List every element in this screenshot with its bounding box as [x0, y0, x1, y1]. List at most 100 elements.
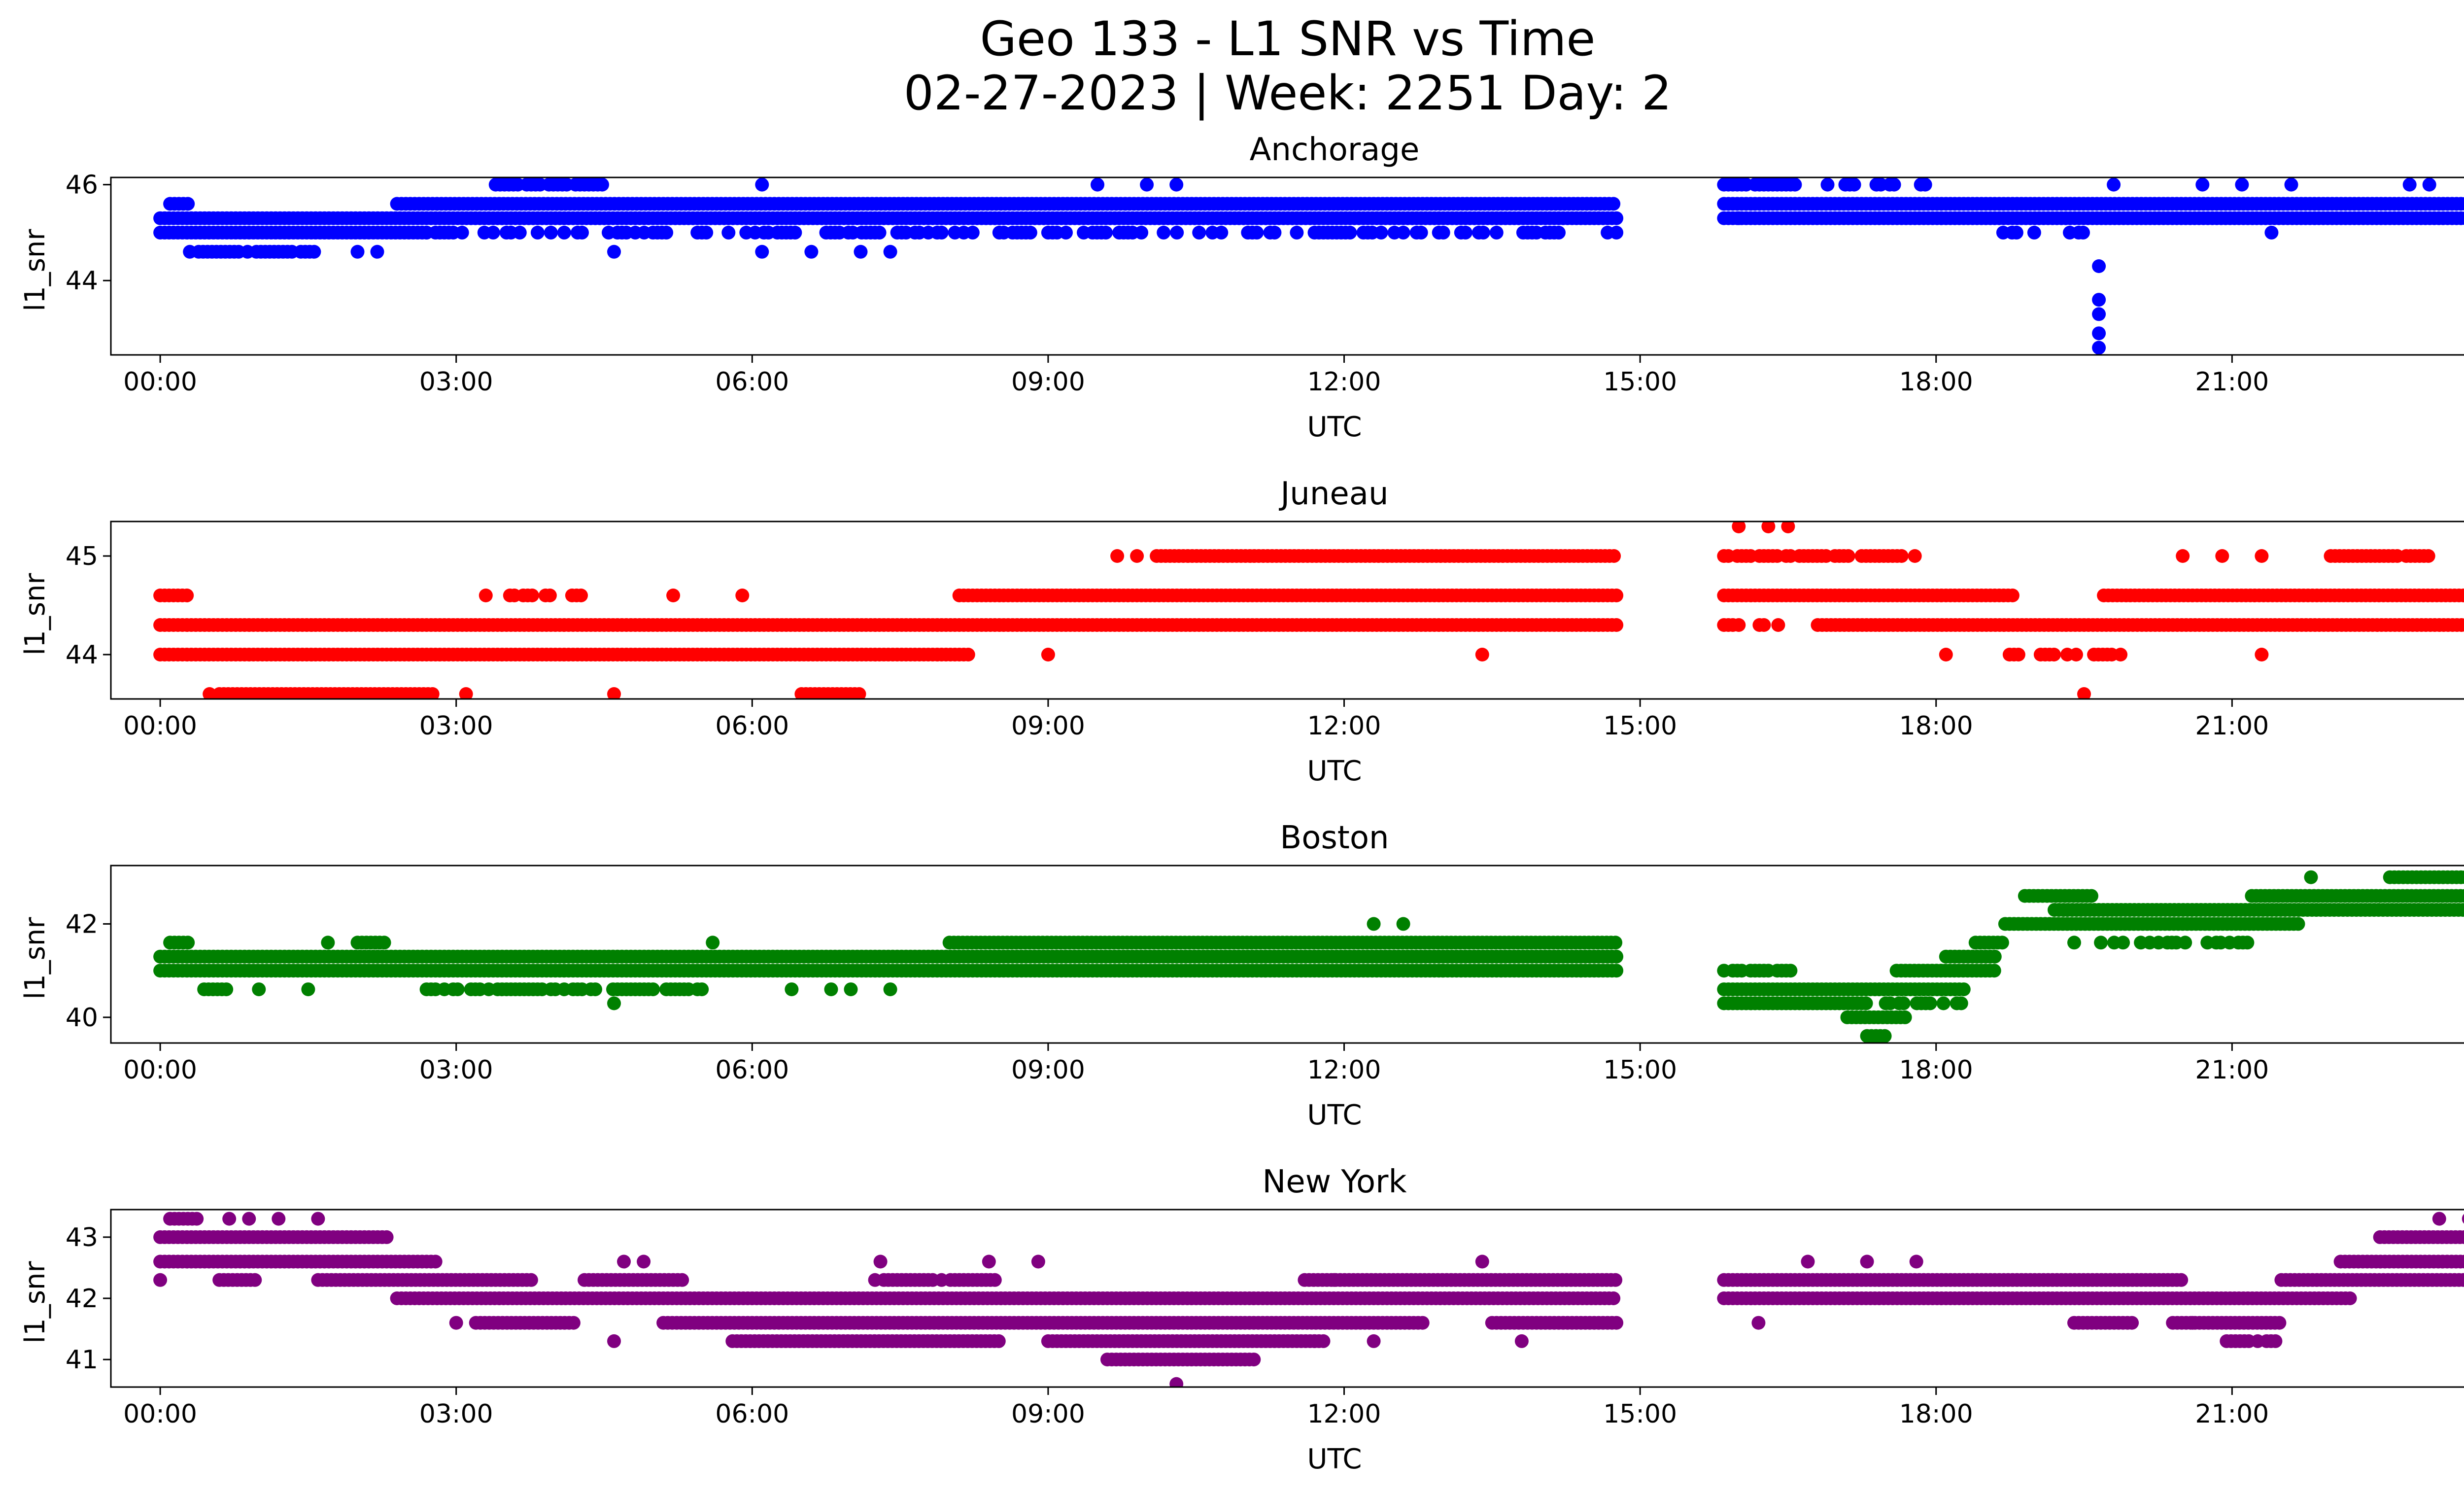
data-point — [2462, 891, 2464, 901]
data-point — [2422, 177, 2436, 192]
data-point — [872, 225, 887, 240]
y-tick-label: 45 — [66, 542, 98, 571]
data-point — [544, 225, 558, 240]
data-point — [1290, 225, 1304, 240]
subplot-title: Anchorage — [1250, 132, 1420, 168]
data-point — [2458, 211, 2464, 225]
data-point — [2255, 648, 2269, 661]
data-point — [1987, 949, 2002, 964]
x-tick-label: 15:00 — [1603, 1055, 1677, 1085]
boston-subplot: Boston UTC l1_snr 00:00 03:00 06:00 09:00 12… — [19, 820, 2464, 1131]
data-point — [2461, 590, 2464, 601]
data-point — [1896, 996, 1911, 1010]
data-point — [203, 687, 217, 699]
data-point — [428, 1254, 443, 1269]
x-tick-label: 12:00 — [1307, 711, 1381, 741]
data-point — [486, 225, 500, 240]
data-point — [1923, 996, 1937, 1010]
x-tick-label: 15:00 — [1603, 711, 1677, 741]
y-axis-label: l1_snr — [19, 229, 51, 312]
data-point — [2291, 917, 2305, 931]
x-tick-label: 18:00 — [1899, 711, 1973, 741]
subplot-title: Boston — [1280, 820, 1389, 856]
data-point — [1396, 225, 1410, 240]
data-point — [2240, 936, 2255, 950]
data-point — [1898, 1010, 1912, 1024]
data-point — [1732, 522, 1746, 533]
data-point — [524, 1273, 538, 1287]
data-point — [607, 687, 621, 699]
y-tick-label: 42 — [66, 909, 98, 939]
data-point — [525, 589, 539, 602]
data-point — [379, 1230, 394, 1244]
data-point — [1367, 917, 1381, 931]
data-point — [2458, 197, 2464, 211]
data-point — [2077, 687, 2091, 699]
x-tick-label: 21:00 — [2195, 711, 2269, 741]
data-point — [934, 225, 949, 240]
data-point — [307, 244, 321, 259]
figure-title-line-1: Geo 133 - L1 SNR vs Time — [980, 11, 1596, 67]
data-point — [2092, 293, 2106, 307]
data-point — [1214, 225, 1229, 240]
data-point — [1396, 917, 1410, 931]
data-point — [1436, 225, 1450, 240]
data-point — [2463, 214, 2464, 222]
x-tick-label: 00:00 — [123, 711, 197, 741]
y-axis-label: l1_snr — [19, 573, 51, 656]
data-point — [301, 982, 315, 997]
x-tick-label: 00:00 — [123, 1055, 197, 1085]
data-point — [479, 589, 493, 602]
data-point — [2284, 177, 2298, 192]
data-point — [1607, 1291, 1621, 1305]
data-point — [2264, 225, 2279, 240]
data-point — [721, 225, 736, 240]
data-point — [1250, 225, 1264, 240]
axes-frame — [110, 521, 2464, 700]
data-point — [788, 225, 802, 240]
data-point — [755, 177, 769, 192]
data-point — [1859, 996, 1873, 1010]
x-tick-label: 03:00 — [419, 367, 493, 397]
x-tick-label: 09:00 — [1011, 1055, 1085, 1085]
data-point — [1258, 964, 1272, 978]
data-point — [1041, 648, 1055, 661]
data-point — [2304, 870, 2318, 884]
data-point — [1192, 225, 1206, 240]
data-point — [2458, 1254, 2464, 1269]
data-point — [2005, 589, 2019, 602]
data-point — [1475, 648, 1489, 661]
x-tick-label: 18:00 — [1899, 1055, 1973, 1085]
x-tick-label: 18:00 — [1899, 367, 1973, 397]
data-point — [1732, 211, 1746, 225]
data-point — [321, 936, 335, 950]
scatter-points — [153, 1212, 2464, 1387]
data-point — [377, 936, 391, 950]
data-point — [2069, 648, 2083, 661]
data-point — [965, 225, 980, 240]
data-point — [883, 244, 897, 259]
x-axis-label: UTC — [1307, 1099, 1362, 1131]
data-point — [181, 936, 195, 950]
data-point — [785, 982, 799, 997]
data-point — [2076, 225, 2090, 240]
x-tick-label: 00:00 — [123, 367, 197, 397]
scatter-points — [153, 522, 2464, 699]
data-point — [1847, 177, 1861, 192]
data-point — [543, 589, 557, 602]
data-point — [1414, 225, 1428, 240]
y-tick-label: 40 — [66, 1003, 98, 1033]
data-point — [2116, 936, 2130, 950]
data-point — [2011, 648, 2025, 661]
data-point — [1574, 964, 1588, 978]
data-point — [1476, 225, 1490, 240]
data-point — [2009, 225, 2023, 240]
x-tick-label: 21:00 — [2195, 367, 2269, 397]
juneau-subplot: Juneau UTC l1_snr 00:00 03:00 06:00 09:00 12… — [19, 476, 2464, 787]
data-point — [252, 982, 266, 997]
subplot-title: New York — [1262, 1164, 1406, 1200]
data-point — [2176, 549, 2190, 563]
y-tick-label: 46 — [66, 171, 98, 200]
data-point — [961, 648, 975, 661]
x-tick-label: 06:00 — [715, 1055, 789, 1085]
